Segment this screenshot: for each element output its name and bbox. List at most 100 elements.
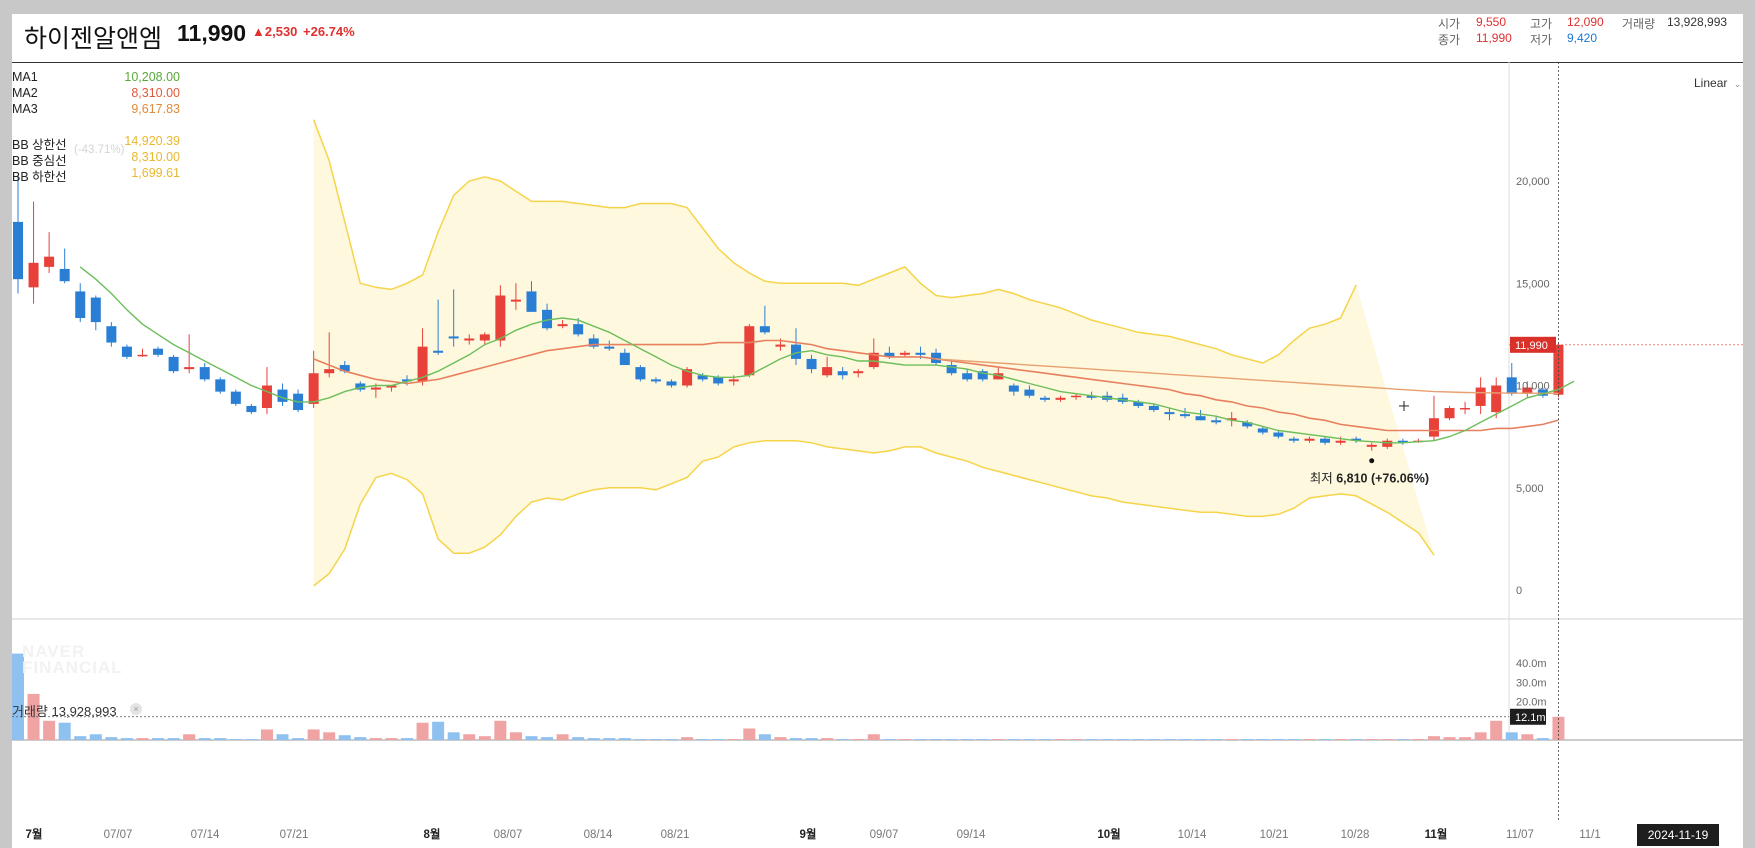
volume-bar [1132, 739, 1145, 740]
high-label: 고가 [1530, 17, 1553, 31]
close-label: 종가 [1438, 33, 1461, 47]
volume-bar [1505, 732, 1518, 740]
volume-bar [852, 739, 865, 740]
volume-bar [743, 728, 756, 740]
candle [215, 379, 226, 392]
volume-bar [105, 737, 118, 740]
volume-tick-label: 40.0m [1516, 658, 1547, 670]
candle [868, 352, 879, 368]
volume-bar [1334, 739, 1347, 740]
volume-bar [914, 739, 927, 740]
current-price: 11,990 [177, 20, 247, 46]
volume-bar [478, 736, 491, 740]
volume-bar [1459, 737, 1472, 740]
volume-bar [1054, 739, 1067, 740]
volume-bar [898, 739, 911, 740]
price-change-rate: +26.74% [303, 24, 355, 39]
volume-bar [805, 738, 818, 740]
candle [806, 358, 817, 370]
legend-value: 8,310.00 [131, 86, 180, 100]
candle [744, 326, 755, 376]
volume-bar [665, 739, 678, 740]
volume-bar [758, 734, 771, 740]
candle [713, 377, 724, 384]
volume-bar [681, 737, 694, 740]
volume-bar [525, 736, 538, 740]
candle [402, 379, 412, 382]
candle [1257, 428, 1268, 433]
candle [557, 324, 568, 327]
candle [650, 379, 661, 382]
legend-value: 10,208.00 [124, 70, 180, 84]
volume-bar [354, 737, 367, 740]
legend-name: MA3 [12, 102, 38, 116]
low-value: 9,420 [1567, 31, 1598, 45]
candle [1460, 407, 1471, 410]
volume-tick-label: 30.0m [1516, 677, 1547, 689]
last-volume-tag-label: 12.1m [1515, 712, 1546, 724]
candle [13, 221, 23, 280]
candle [1164, 412, 1175, 415]
volume-bar [1007, 739, 1020, 740]
candle [1366, 444, 1377, 447]
candle [1195, 416, 1206, 421]
x-tick-label: 07/07 [104, 829, 133, 841]
quote-header: 하이젠알앤엠 11,990 ▲2,530 +26.74% 시가 9,550 고가… [12, 14, 1743, 63]
candle [635, 367, 646, 380]
x-tick-label: 10/21 [1260, 829, 1289, 841]
volume-bar [447, 732, 460, 740]
x-tick-label: 7월 [26, 827, 43, 841]
price-tick-label: 20,000 [1516, 176, 1550, 188]
legend-ma3: MA3 9,617.83 [12, 102, 180, 118]
volume-bar [930, 739, 943, 740]
volume-bar [790, 738, 802, 740]
volume-bar [712, 739, 725, 740]
candle [1008, 385, 1019, 392]
min-marker-dot [1369, 458, 1375, 464]
candle [884, 352, 895, 357]
volume-bar [152, 738, 165, 740]
scale-toggle-label: Linear [1694, 76, 1728, 90]
open-label: 시가 [1438, 17, 1461, 31]
close-icon[interactable]: × [130, 703, 142, 715]
watermark-line-1: NAVER [22, 642, 86, 661]
x-tick-label: 07/14 [191, 829, 220, 841]
min-annotation-prefix: 최저 [1310, 472, 1336, 486]
volume-bar [74, 736, 87, 740]
candle [1444, 407, 1455, 419]
price-chart[interactable]: 20,000 15,000 10,000 5,000 0 11,990 최저 6,810 (… [12, 14, 1743, 848]
bb-upper-line [312, 119, 1357, 364]
volume-bar [1319, 739, 1332, 740]
candle [1351, 438, 1362, 441]
volume-bar [1163, 739, 1176, 740]
legend-value: 1,699.61 [131, 166, 180, 180]
candle [339, 365, 350, 372]
candle [1335, 440, 1346, 443]
volume-bar [618, 738, 631, 740]
candle [946, 365, 957, 374]
candle [775, 344, 786, 347]
candle [1304, 438, 1315, 441]
volume-bar [1303, 739, 1316, 740]
x-tick-label: 10월 [1097, 827, 1120, 841]
volume-bar [1101, 739, 1114, 740]
candle [604, 346, 615, 349]
volume-bar [167, 738, 180, 740]
scale-toggle-button[interactable]: Linear ⌄ [1694, 76, 1741, 90]
candle [1039, 397, 1050, 400]
candle [1382, 440, 1393, 447]
volume-bar [696, 739, 709, 740]
price-tick-label: 15,000 [1516, 278, 1550, 290]
candle [837, 371, 848, 376]
candle [324, 369, 335, 374]
volume-bar [572, 737, 585, 740]
volume-bar [961, 739, 974, 740]
volume-bar [323, 732, 336, 740]
volume-bar [945, 739, 958, 740]
volume-bar [1085, 739, 1098, 740]
volume-bar [385, 738, 398, 740]
volume-bar [1490, 720, 1503, 740]
x-tick-label: 09/14 [957, 829, 986, 841]
legend-ma2: MA2 8,310.00 [12, 86, 180, 102]
volume-bar [58, 722, 71, 740]
